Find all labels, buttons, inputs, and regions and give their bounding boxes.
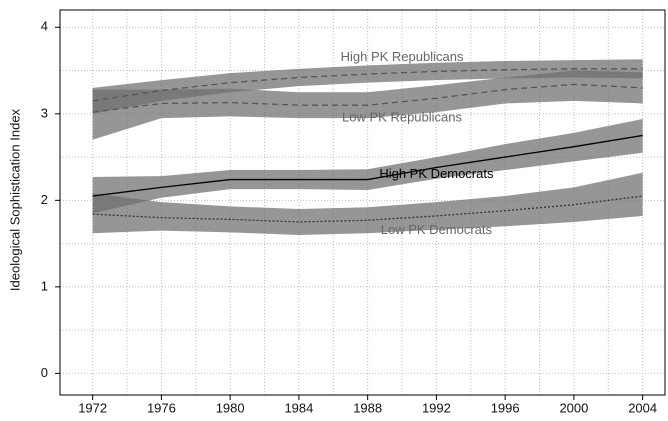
y-tick-label: 0	[41, 365, 48, 380]
series-label: Low PK Democrats	[381, 222, 493, 237]
series-label: Low PK Republicans	[342, 110, 462, 125]
series-line	[92, 68, 643, 102]
x-tick-label: 1988	[353, 400, 382, 415]
confidence-band	[92, 119, 643, 214]
confidence-band	[92, 59, 643, 114]
series-label: High PK Republicans	[341, 49, 464, 64]
x-tick-label: 2004	[628, 400, 657, 415]
x-tick-label: 2000	[559, 400, 588, 415]
x-tick-label: 1972	[78, 400, 107, 415]
x-tick-label: 1996	[491, 400, 520, 415]
x-tick-label: 1992	[422, 400, 451, 415]
x-tick-label: 1980	[216, 400, 245, 415]
y-tick-label: 4	[41, 19, 48, 34]
series-line	[92, 134, 643, 197]
y-tick-label: 1	[41, 278, 48, 293]
y-axis-label: Ideological Sophistication Index	[7, 108, 22, 291]
series-line	[92, 83, 643, 113]
x-tick-label: 1984	[284, 400, 313, 415]
series-label: High PK Democrats	[379, 166, 494, 181]
plot-frame	[59, 9, 666, 396]
x-tick-label: 1976	[147, 400, 176, 415]
y-tick-label: 2	[41, 192, 48, 207]
y-tick-label: 3	[41, 105, 48, 120]
